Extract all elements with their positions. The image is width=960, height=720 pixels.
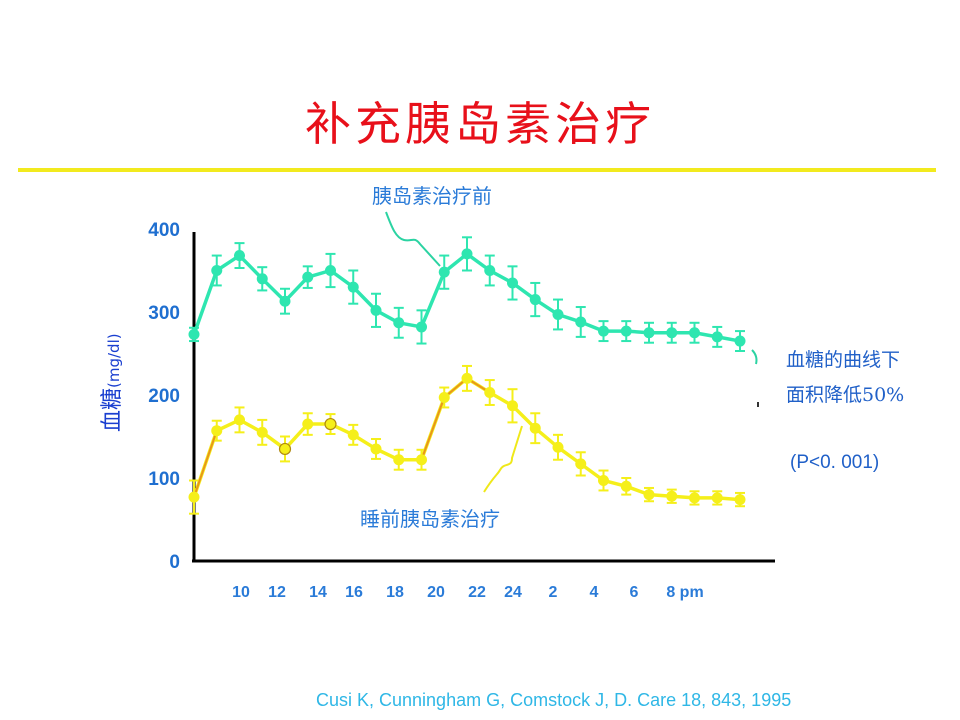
y-tick-label: 100 — [148, 469, 180, 490]
y-tick-label: 300 — [148, 303, 180, 324]
before-treatment-label: 胰岛素治疗前 — [372, 184, 492, 208]
chart-decor — [385, 211, 759, 493]
before-series-point — [234, 250, 245, 262]
bedtime-series-point — [711, 492, 723, 504]
bedtime-highlight-segment — [193, 430, 218, 498]
before-series-point — [211, 265, 223, 276]
x-tick-label: 6 — [630, 584, 639, 601]
bedtime-series-point — [598, 474, 609, 486]
before-series-point — [347, 281, 359, 293]
x-tick-label: 22 — [468, 584, 486, 601]
x-tick-label: 16 — [345, 584, 363, 601]
before-series-point — [256, 273, 268, 285]
bedtime-highlight-segment — [420, 397, 446, 461]
bedtime-series-point — [484, 387, 496, 399]
before-series-point — [734, 335, 746, 347]
bracket-mark — [751, 349, 758, 365]
x-tick-label: 10 — [232, 584, 250, 601]
bedtime-series-point — [552, 441, 564, 453]
bedtime-series-point — [438, 391, 450, 403]
y-tick-label: 200 — [148, 386, 180, 407]
bedtime-series-line — [192, 376, 741, 502]
x-tick-label: 4 — [590, 584, 599, 601]
bedtime-series-point — [324, 417, 337, 431]
title-divider — [18, 168, 936, 172]
y-tick-label: 0 — [169, 552, 180, 573]
bedtime-series-point — [620, 480, 632, 492]
before-series-point — [507, 277, 518, 289]
before-series-point — [370, 304, 382, 316]
before-series-point — [279, 295, 291, 307]
before-series-point — [529, 294, 541, 306]
before-series-point — [302, 271, 314, 283]
bedtime-series-point — [575, 458, 587, 470]
before-series-point — [575, 316, 587, 328]
x-tick-label: 2 — [549, 584, 558, 601]
before-series-point — [598, 325, 609, 337]
bedtime-series-point — [393, 454, 405, 466]
bedtime-series-point — [188, 491, 200, 503]
before-series-point — [416, 321, 427, 333]
auc-reduction-line1: 血糖的曲线下 — [786, 349, 901, 371]
bedtime-label-pointer — [483, 425, 523, 493]
before-series-point — [552, 308, 564, 320]
bedtime-series-point — [370, 443, 382, 455]
bedtime-treatment-label: 睡前胰岛素治疗 — [360, 507, 500, 531]
bedtime-series-point — [347, 429, 359, 441]
chart-plot — [188, 236, 746, 515]
bedtime-series-point — [211, 425, 223, 437]
before-series-point — [620, 325, 632, 337]
x-tick-label: 18 — [386, 584, 404, 601]
before-series-point — [393, 317, 405, 329]
x-tick-label: 24 — [504, 584, 522, 601]
auc-reduction-line2: 面积降低50% — [786, 384, 905, 406]
x-tick-label: 14 — [309, 584, 327, 601]
p-value: (P<0. 001) — [790, 452, 880, 473]
bedtime-series-point — [734, 494, 746, 506]
before-label-pointer — [385, 211, 441, 267]
before-series-point — [461, 248, 473, 260]
x-tick-label: 8 pm — [666, 584, 703, 601]
bedtime-series-point — [461, 372, 473, 384]
bedtime-series-point — [689, 492, 700, 504]
bedtime-series-point — [507, 400, 518, 412]
before-series-point — [711, 331, 723, 343]
before-series-point — [643, 327, 655, 339]
before-series-point — [188, 328, 200, 340]
bedtime-series-point — [302, 418, 314, 430]
bedtime-series-point — [234, 414, 245, 426]
before-series-point — [484, 265, 496, 276]
before-series-point — [689, 327, 700, 339]
bedtime-series-point — [643, 489, 655, 501]
citation: Cusi K, Cunningham G, Comstock J, D. Car… — [316, 690, 792, 710]
before-series-point — [666, 327, 678, 339]
before-series-point — [438, 266, 450, 278]
before-series-point — [325, 265, 336, 276]
y-tick-label: 400 — [148, 220, 180, 241]
bedtime-series-point — [256, 426, 268, 438]
bedtime-series-point — [278, 442, 292, 456]
bedtime-series-point — [666, 490, 678, 502]
bedtime-series-point — [416, 454, 427, 466]
slide-title: 补充胰岛素治疗 — [305, 97, 655, 151]
bedtime-series-point — [529, 422, 541, 434]
x-tick-label: 12 — [268, 584, 286, 601]
x-tick-label: 20 — [427, 584, 445, 601]
